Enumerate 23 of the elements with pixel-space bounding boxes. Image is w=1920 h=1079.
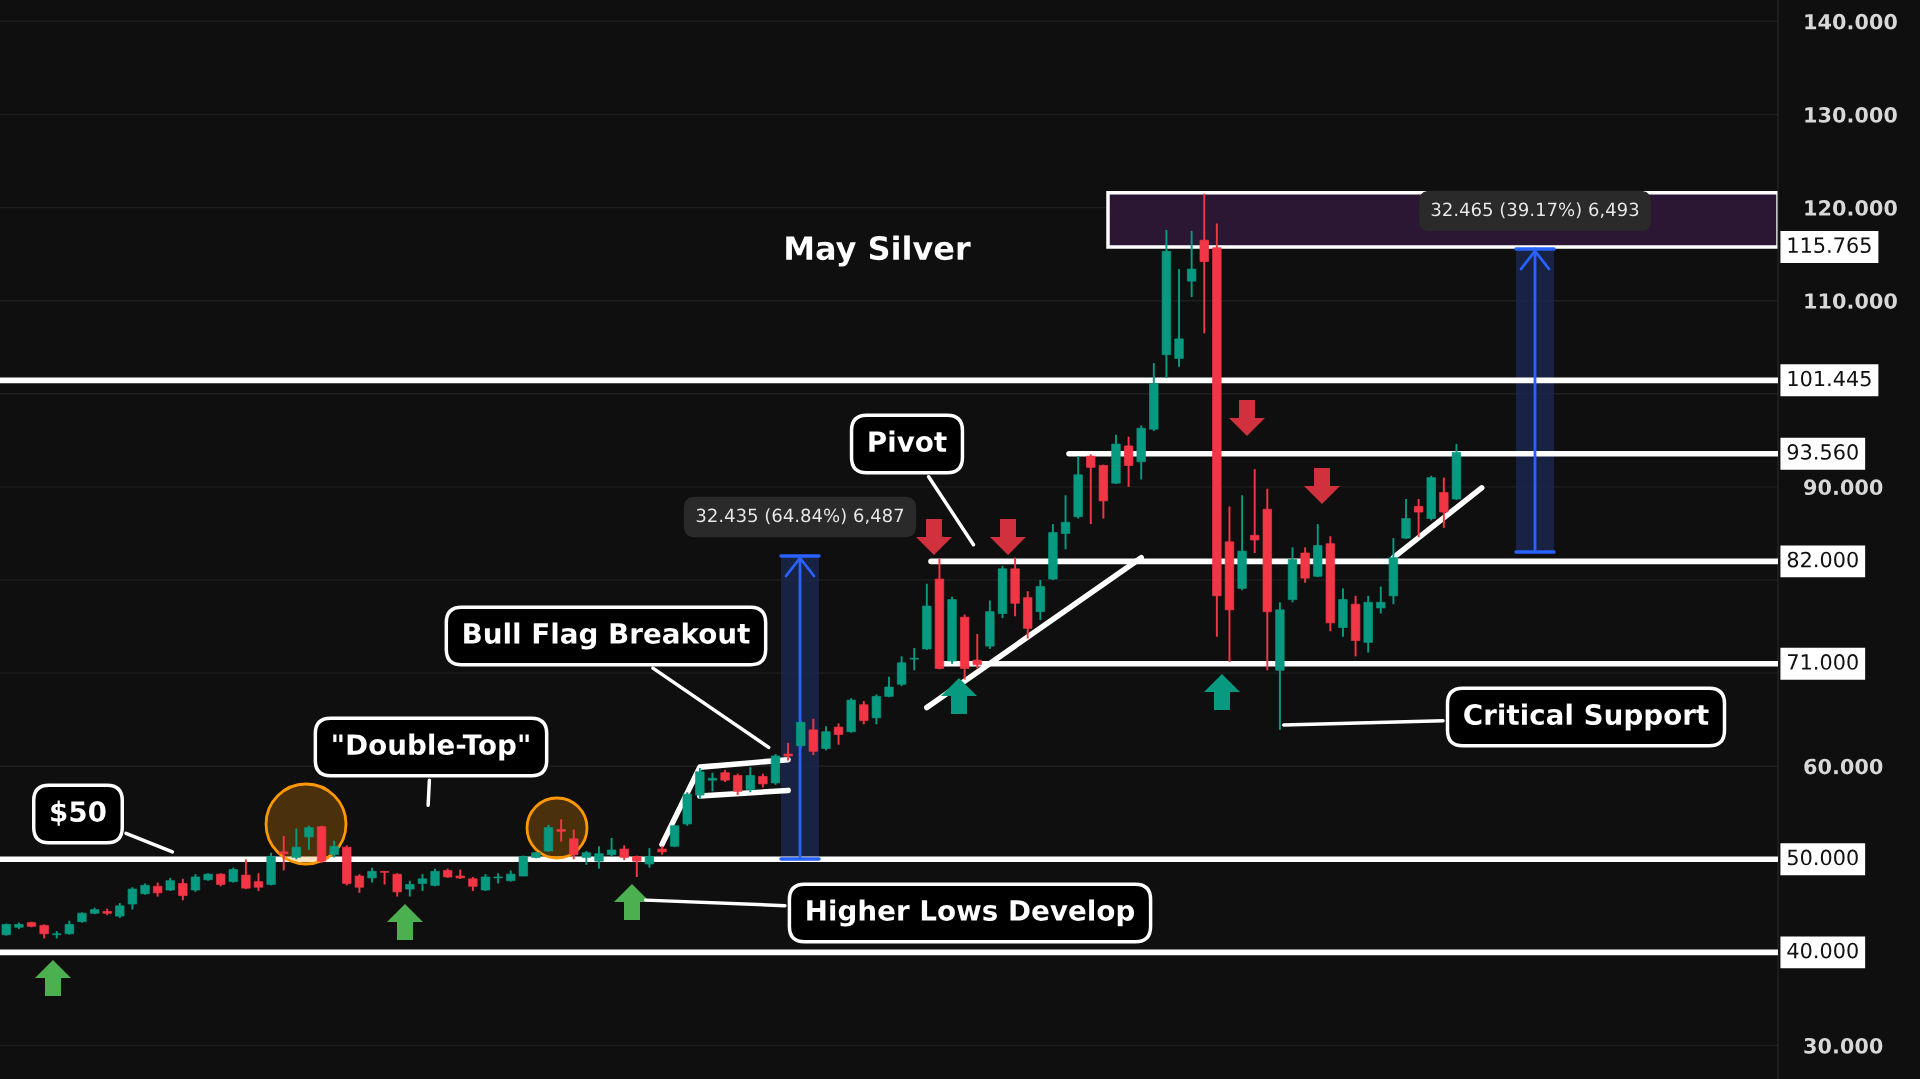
annotation: 32.435 (64.84%) 6,487 (696, 508, 904, 525)
annotation: 32.465 (39.17%) 6,493 (1431, 202, 1639, 219)
ref-line-label: 101.445 (1788, 370, 1871, 387)
annotation: Pivot (869, 430, 947, 453)
y-tick-label: 140.000 (1805, 13, 1897, 30)
ref-line-label: 71.000 (1788, 654, 1858, 670)
ref-line-label: 93.560 (1787, 444, 1858, 460)
y-tick-label: 130.000 (1805, 106, 1897, 123)
text: May Silver (786, 235, 971, 267)
annotation: Bull Flag Breakout (464, 622, 750, 650)
annotation: Higher Lows Develop (807, 899, 1135, 927)
annotation: "Double-Top" (333, 733, 529, 761)
y-tick-label: 60.000 (1804, 758, 1883, 775)
annotation: Critical Support (1464, 703, 1709, 731)
ref-line-label: 50.000 (1787, 849, 1858, 866)
annotation: $50 (51, 800, 106, 826)
ref-line-label: 40.000 (1787, 942, 1858, 959)
ref-line-label: 82.000 (1787, 551, 1858, 568)
y-tick-label: 110.000 (1805, 293, 1897, 309)
y-tick-label: 30.000 (1804, 1037, 1883, 1054)
y-tick-label: 120.000 (1805, 200, 1897, 216)
y-tick-label: 90.000 (1804, 479, 1883, 496)
band-label: 115.765 (1788, 237, 1871, 254)
